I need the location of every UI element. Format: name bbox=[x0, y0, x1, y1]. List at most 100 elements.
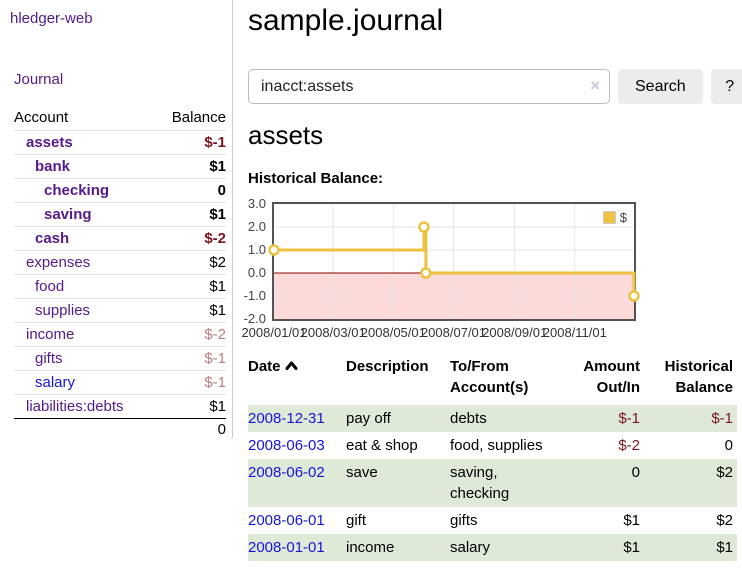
sidebar-item-journal[interactable]: Journal bbox=[14, 71, 64, 88]
transaction-amount: $1 bbox=[623, 539, 640, 556]
transaction-balance: $1 bbox=[716, 539, 733, 556]
x-axis-tick-label: 2008/03/01 bbox=[300, 325, 366, 340]
account-link[interactable]: gifts bbox=[35, 350, 63, 367]
transaction-amount: $-1 bbox=[618, 410, 640, 427]
legend-swatch-icon bbox=[602, 211, 616, 224]
account-row: salary $-1 bbox=[14, 370, 226, 394]
transaction-balance: $-1 bbox=[711, 410, 733, 427]
account-link[interactable]: supplies bbox=[35, 302, 91, 319]
amount-column-header: Amount Out/In bbox=[583, 358, 640, 396]
account-row: gifts $-1 bbox=[14, 346, 226, 370]
y-axis-tick-label: 2.0 bbox=[247, 219, 266, 234]
accounts-total-value: 0 bbox=[217, 421, 226, 438]
brand-link[interactable]: hledger-web bbox=[10, 10, 93, 27]
clear-search-icon[interactable]: × bbox=[590, 76, 600, 95]
register-row: 2008-12-31 pay off debts $-1 $-1 bbox=[248, 405, 737, 432]
accounts-total-row: 0 bbox=[14, 418, 226, 440]
account-row: cash $-2 bbox=[14, 226, 226, 250]
transaction-date-link[interactable]: 2008-06-01 bbox=[248, 512, 325, 529]
search-input-wrap: × bbox=[248, 69, 610, 104]
account-balance: 0 bbox=[217, 182, 226, 199]
accounts-column-header: To/From Account(s) bbox=[450, 358, 529, 396]
transaction-accounts: debts bbox=[450, 410, 487, 427]
account-balance: $-2 bbox=[204, 230, 226, 247]
transaction-description: eat & shop bbox=[346, 437, 418, 454]
account-balance: $1 bbox=[209, 302, 226, 319]
transaction-accounts: saving, checking bbox=[450, 464, 510, 502]
search-button[interactable]: Search bbox=[618, 69, 703, 104]
balance-column-header: Balance bbox=[171, 109, 226, 126]
transaction-description: pay off bbox=[346, 410, 391, 427]
account-link[interactable]: cash bbox=[35, 230, 70, 247]
y-axis-tick-label: 1.0 bbox=[247, 242, 266, 257]
balance-column-header: Historical Balance bbox=[664, 358, 733, 396]
register-row: 2008-06-01 gift gifts $1 $2 bbox=[248, 507, 737, 534]
account-link[interactable]: expenses bbox=[26, 254, 91, 271]
transaction-date-link[interactable]: 2008-06-03 bbox=[248, 437, 325, 454]
main-content: sample.journal × Search ? assets Histori… bbox=[241, 0, 742, 582]
account-link[interactable]: income bbox=[26, 326, 75, 343]
account-link[interactable]: checking bbox=[44, 182, 110, 199]
y-axis-tick-label: -1.0 bbox=[243, 288, 266, 303]
register-header-row: Date Description To/From Account(s) Amou… bbox=[248, 356, 737, 405]
chart-series-svg bbox=[268, 204, 640, 319]
account-heading: assets bbox=[248, 120, 324, 150]
transaction-balance: $2 bbox=[716, 464, 733, 481]
register-table: Date Description To/From Account(s) Amou… bbox=[248, 356, 737, 561]
transaction-balance: $2 bbox=[716, 512, 733, 529]
y-axis-tick-label: -2.0 bbox=[243, 311, 266, 326]
x-axis-tick-label: 2008/01/01 bbox=[241, 325, 307, 340]
account-link[interactable]: salary bbox=[35, 374, 76, 391]
transaction-accounts: salary bbox=[450, 539, 491, 556]
chart-plot-area: $ bbox=[268, 202, 640, 321]
chart-title: Historical Balance: bbox=[248, 170, 384, 187]
transaction-amount: $1 bbox=[623, 512, 640, 529]
page-title: sample.journal bbox=[248, 4, 444, 37]
y-axis-tick-label: 3.0 bbox=[247, 196, 266, 211]
account-balance: $-1 bbox=[204, 374, 226, 391]
account-row: expenses $2 bbox=[14, 250, 226, 274]
transaction-amount: $-2 bbox=[618, 437, 640, 454]
account-balance: $-1 bbox=[204, 134, 226, 151]
account-link[interactable]: assets bbox=[26, 134, 73, 151]
account-row: bank $1 bbox=[14, 154, 226, 178]
help-button[interactable]: ? bbox=[710, 69, 742, 104]
register-row: 2008-06-02 save saving, checking 0 $2 bbox=[248, 459, 737, 507]
sidebar: hledger-web Journal Account Balance asse… bbox=[0, 0, 233, 438]
legend-label: $ bbox=[619, 210, 627, 225]
register-row: 2008-01-01 income salary $1 $1 bbox=[248, 534, 737, 561]
account-column-header: Account bbox=[14, 109, 69, 126]
x-axis-tick-label: 2008/07/01 bbox=[420, 325, 487, 340]
x-axis-tick-label: 2008/09/01 bbox=[482, 325, 548, 340]
account-balance: $-2 bbox=[204, 326, 226, 343]
search-bar: × Search ? bbox=[248, 69, 742, 104]
account-balance: $1 bbox=[209, 398, 226, 415]
account-link[interactable]: liabilities:debts bbox=[26, 398, 124, 415]
account-balance: $1 bbox=[209, 278, 226, 295]
transaction-date-link[interactable]: 2008-06-02 bbox=[248, 464, 325, 481]
account-balance: $1 bbox=[209, 158, 226, 175]
account-balance: $2 bbox=[209, 254, 226, 271]
transaction-description: gift bbox=[346, 512, 367, 529]
account-row: assets $-1 bbox=[14, 130, 226, 154]
chart-legend: $ bbox=[601, 209, 628, 226]
chevron-up-icon bbox=[285, 361, 298, 370]
transaction-balance: 0 bbox=[724, 437, 733, 454]
account-row: supplies $1 bbox=[14, 298, 226, 322]
search-input[interactable] bbox=[248, 69, 610, 104]
date-column-header[interactable]: Date bbox=[248, 356, 346, 405]
x-axis-tick-label: 2008/05/01 bbox=[360, 325, 426, 340]
accounts-rows: assets $-1 bank $1 checking 0 saving $1 … bbox=[14, 130, 226, 418]
accounts-table: Account Balance assets $-1 bank $1 check… bbox=[14, 108, 226, 440]
transaction-date-link[interactable]: 2008-01-01 bbox=[248, 539, 325, 556]
account-balance: $1 bbox=[209, 206, 226, 223]
account-link[interactable]: bank bbox=[35, 158, 71, 175]
account-link[interactable]: food bbox=[35, 278, 65, 295]
transaction-date-link[interactable]: 2008-12-31 bbox=[248, 410, 325, 427]
account-link[interactable]: saving bbox=[44, 206, 92, 223]
transaction-description: save bbox=[346, 464, 378, 481]
account-row: liabilities:debts $1 bbox=[14, 394, 226, 418]
x-axis-tick-label: 2008/11/01 bbox=[542, 325, 607, 340]
balance-chart: 3.0 2.0 1.0 0.0 -1.0 -2.0 $ 2008/01/01 2008/03… bbox=[241, 194, 668, 350]
transaction-accounts: food, supplies bbox=[450, 437, 543, 454]
